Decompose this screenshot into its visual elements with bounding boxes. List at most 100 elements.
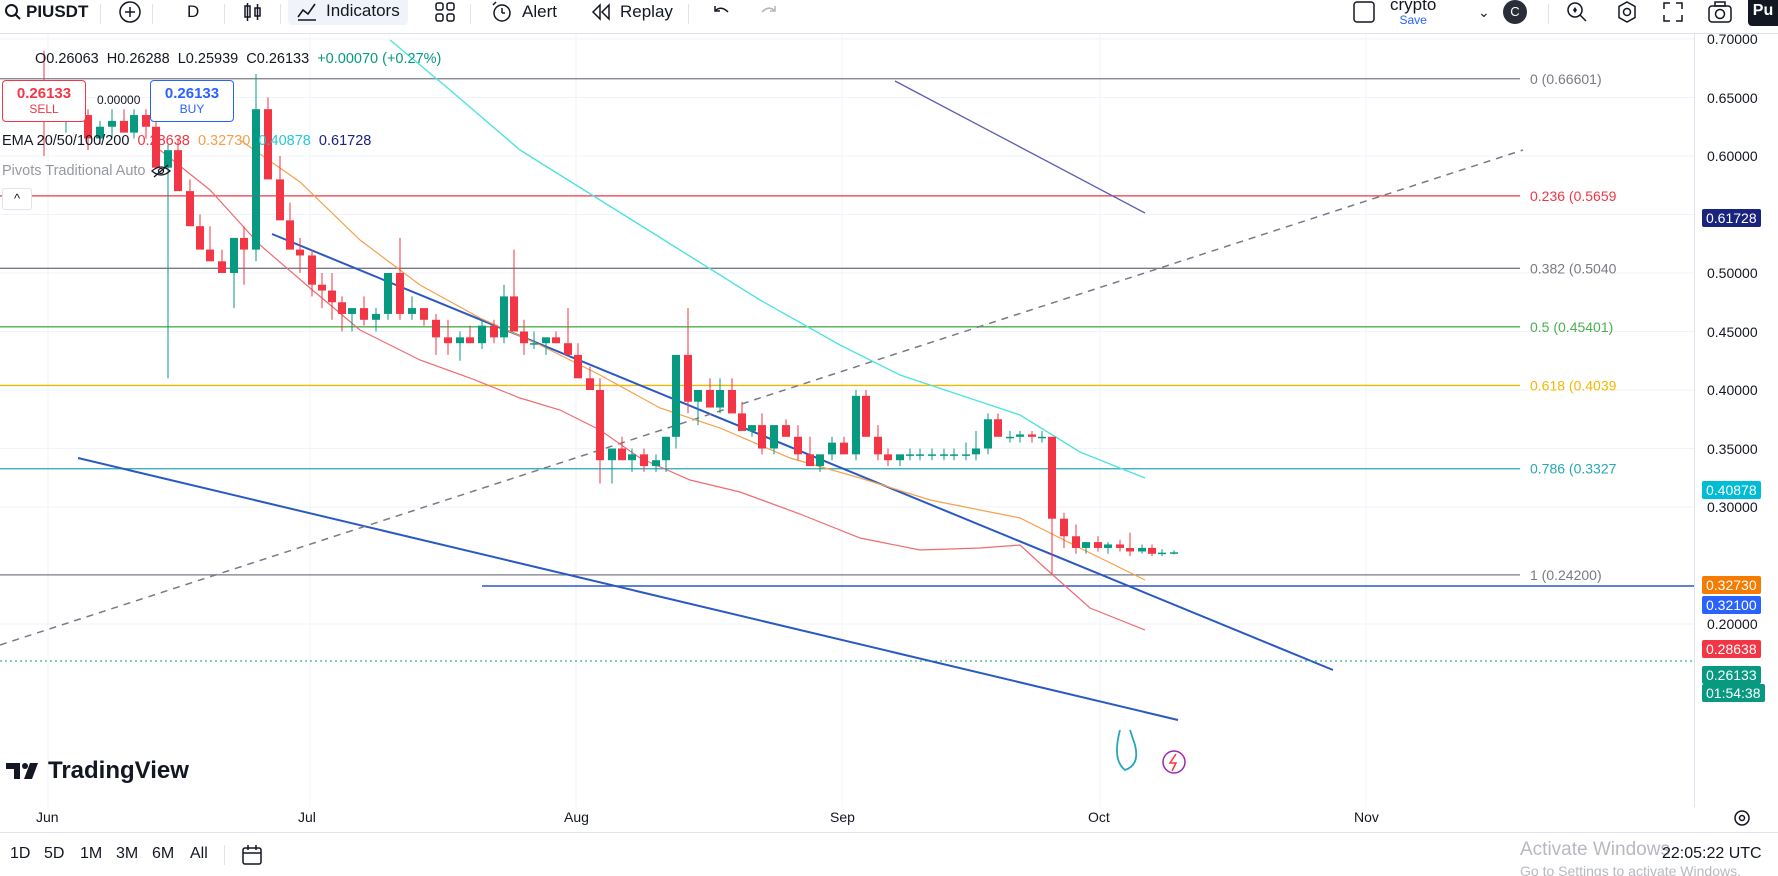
collapse-legend-button[interactable]: ^ — [2, 188, 32, 210]
sell-label: SELL — [29, 102, 59, 116]
settings-button[interactable] — [1615, 0, 1639, 24]
range-5d[interactable]: 5D — [44, 845, 65, 862]
candle-body — [396, 273, 404, 314]
axis-settings-button[interactable] — [1733, 809, 1751, 832]
price-axis[interactable]: 0.750000.700000.650000.600000.550000.500… — [1694, 31, 1778, 807]
replay-button[interactable]: Replay — [590, 0, 673, 24]
candles-icon — [244, 3, 261, 21]
candle-body — [530, 343, 538, 345]
candle-down — [432, 313, 440, 355]
candle-up — [1158, 549, 1166, 557]
price-tick: 0.35000 — [1707, 440, 1758, 457]
sell-price: 0.26133 — [16, 85, 72, 102]
layout-dropdown[interactable]: ⌄ — [1478, 0, 1490, 24]
candle-down — [520, 319, 528, 355]
price-label-badge: 0.40878 — [1702, 481, 1761, 499]
candle-body — [940, 454, 948, 456]
eye-hidden-icon[interactable] — [151, 163, 172, 179]
price-chart[interactable]: 0 (0.66601) 0.236 (0.5659 0.382 (0.5040 0.5… — [0, 34, 1694, 807]
candle-body — [928, 454, 936, 456]
fullscreen-button[interactable] — [1662, 0, 1684, 24]
ema-legend[interactable]: EMA 20/50/100/200 0.28638 0.32730 0.4087… — [2, 133, 371, 149]
candle-down — [574, 343, 582, 379]
brand-name: TradingView — [48, 757, 189, 784]
candle-body — [466, 337, 474, 344]
buy-label: BUY — [179, 102, 205, 116]
pivots-legend[interactable]: Pivots Traditional Auto — [2, 163, 172, 179]
fib-retracement — [0, 78, 1520, 576]
price-label-badge: 0.28638 — [1702, 640, 1761, 658]
utc-clock[interactable]: 22:05:22 UTC — [1662, 845, 1762, 862]
templates-button[interactable] — [434, 0, 456, 24]
redo-button[interactable] — [758, 0, 780, 24]
candle-down — [296, 237, 304, 273]
candle-up — [950, 448, 958, 461]
candle-up — [940, 448, 948, 461]
sell-button[interactable]: 0.26133 SELL — [2, 80, 86, 122]
candle-body — [782, 425, 790, 437]
candle-up — [96, 120, 104, 145]
compare-button[interactable] — [118, 0, 142, 24]
interval-label: D — [187, 2, 200, 21]
candle-up — [1038, 430, 1046, 443]
ema20-value: 0.28638 — [137, 133, 190, 149]
quick-search-button[interactable] — [1565, 0, 1589, 24]
undo-button[interactable] — [710, 0, 732, 24]
candle-up — [1170, 550, 1178, 555]
candle-body — [586, 378, 594, 390]
gear-icon — [1618, 1, 1636, 23]
bottom-toolbar: 1D 5D 1M 3M 6M All Activate Windows Go t… — [0, 832, 1778, 876]
candle-up — [716, 378, 724, 414]
range-all[interactable]: All — [190, 845, 208, 862]
candle-up — [770, 425, 778, 455]
candle-body — [662, 436, 670, 461]
interval-button[interactable]: D — [187, 0, 199, 24]
candle-body — [1028, 434, 1036, 437]
layout-name-button[interactable]: crypto Save — [1390, 0, 1436, 27]
candle-body — [694, 390, 702, 402]
lightning-bolt — [1168, 753, 1178, 772]
candle-body — [628, 454, 636, 461]
goto-date-button[interactable] — [240, 843, 264, 872]
chart-type-button[interactable] — [242, 0, 264, 24]
range-1d[interactable]: 1D — [10, 845, 31, 862]
candle-down — [994, 413, 1002, 437]
range-6m[interactable]: 6M — [152, 845, 175, 862]
candle-down — [308, 249, 316, 297]
grid-icon — [435, 2, 455, 22]
alert-button[interactable]: Alert — [490, 0, 557, 24]
time-tick: Oct — [1088, 809, 1110, 825]
candle-down — [586, 366, 594, 390]
candle-body — [384, 273, 392, 314]
ema100-line — [389, 39, 1146, 479]
time-tick: Sep — [830, 809, 855, 825]
range-3m[interactable]: 3M — [116, 845, 139, 862]
price-tick: 0.65000 — [1707, 89, 1758, 106]
candle-down — [84, 109, 92, 151]
candle-body — [186, 191, 194, 227]
candle-up — [906, 448, 914, 461]
layout-checkbox[interactable] — [1352, 0, 1376, 24]
candle-up — [816, 454, 824, 472]
candle-down — [318, 273, 326, 309]
candle-up — [662, 436, 670, 472]
time-axis[interactable]: Jun Jul Aug Sep Oct Nov — [0, 807, 1694, 831]
candle-body — [408, 308, 416, 314]
buy-button[interactable]: 0.26133 BUY — [150, 80, 234, 122]
ema100-value: 0.40878 — [258, 133, 311, 149]
publish-button[interactable]: Pu — [1748, 0, 1778, 26]
range-1m[interactable]: 1M — [80, 845, 103, 862]
candle-up — [372, 308, 380, 332]
snapshot-button[interactable] — [1707, 0, 1733, 24]
candle-body — [432, 319, 440, 338]
symbol-search[interactable]: PIUSDT — [4, 0, 88, 24]
candle-body — [218, 261, 226, 273]
account-button[interactable]: C — [1503, 0, 1527, 24]
price-tick: 0.60000 — [1707, 148, 1758, 164]
candle-down — [794, 425, 802, 461]
price-tick: 0.50000 — [1707, 265, 1758, 281]
candle-down — [640, 448, 648, 472]
indicators-button[interactable]: Indicators — [288, 0, 408, 25]
candle-down — [186, 179, 194, 227]
tradingview-logo[interactable]: TradingView — [6, 757, 189, 785]
